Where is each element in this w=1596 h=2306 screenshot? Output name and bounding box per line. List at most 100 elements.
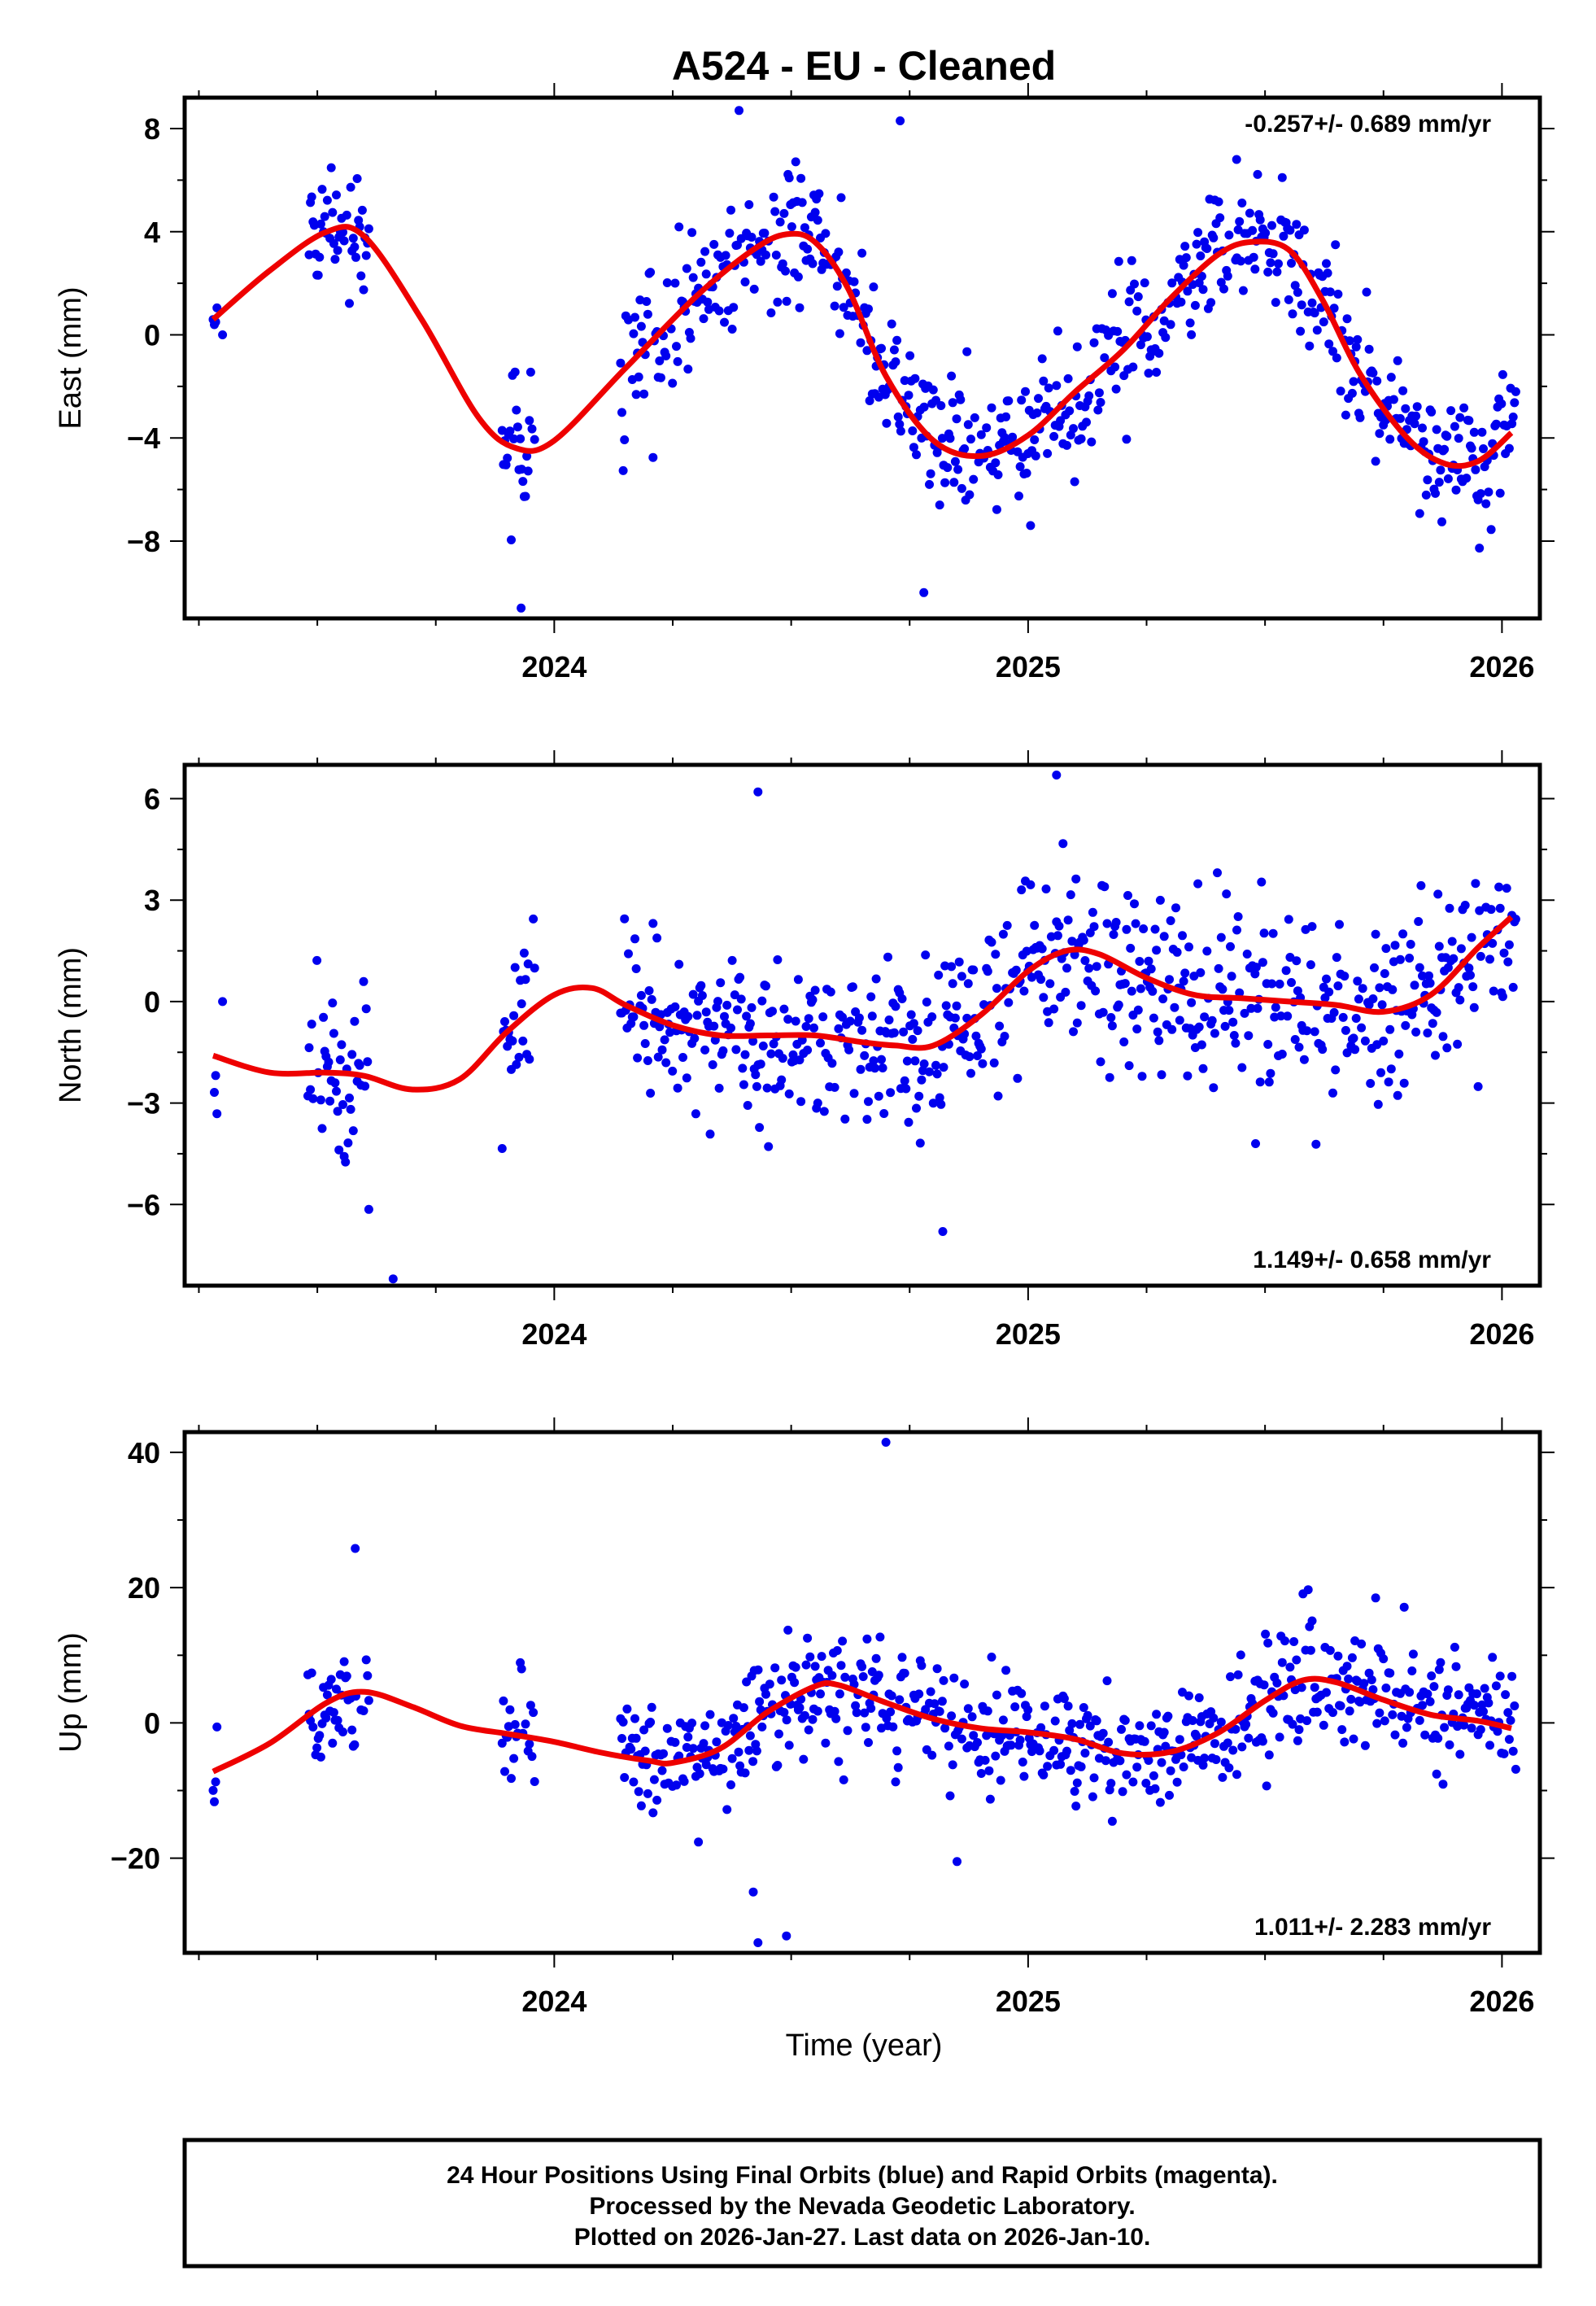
data-point [1224,230,1234,240]
data-point [796,1097,806,1107]
data-point [947,962,957,972]
data-point [509,1011,519,1020]
data-point [646,268,656,277]
data-point [1469,427,1479,437]
data-point [1214,963,1223,973]
data-point [1258,1736,1267,1746]
data-point [925,1067,934,1077]
data-point [656,373,665,382]
data-point [1364,1668,1374,1678]
data-point [1284,915,1293,924]
data-point [1401,404,1411,413]
data-point [1333,1651,1343,1661]
data-point [722,1805,732,1815]
data-point [928,1098,938,1108]
data-point [333,1715,342,1725]
data-point [834,247,844,257]
data-point [1446,406,1456,416]
data-point [1395,954,1405,964]
x-tick-label: 2026 [1469,1317,1534,1351]
data-point [512,422,522,432]
data-point [714,1083,724,1093]
data-point [803,1633,813,1643]
data-point [1132,306,1142,316]
data-point [662,1723,672,1733]
data-point [934,970,944,980]
data-point [1484,1698,1494,1708]
data-point [1245,208,1254,218]
data-point [1375,983,1385,993]
data-point [987,1653,996,1662]
data-point [935,500,944,510]
data-point [1511,1764,1520,1774]
data-point [888,1722,898,1732]
data-point [808,259,818,269]
data-point [1431,1050,1440,1060]
data-point [1159,1727,1169,1737]
data-point [917,1075,927,1085]
data-point [1283,1011,1293,1021]
x-tick-label: 2024 [521,1985,587,2018]
data-point [1175,1735,1184,1745]
data-point [1306,960,1315,970]
data-point [1268,928,1278,938]
data-point [1196,251,1206,260]
data-point [1345,336,1354,346]
data-point [1353,976,1363,986]
data-point [795,303,805,312]
data-point [810,1662,820,1671]
data-point [1381,1684,1391,1692]
data-point [1056,1759,1066,1769]
data-point [816,1689,825,1699]
data-point [1274,259,1283,269]
data-point [721,251,730,260]
y-tick-label: 20 [128,1571,160,1605]
data-point [1122,924,1132,934]
data-point [790,1678,800,1688]
data-point [908,426,918,435]
data-point [909,443,918,452]
data-point [1322,974,1331,984]
data-point [342,210,351,220]
data-point [1310,1027,1319,1037]
data-point [1328,347,1337,356]
data-point [1133,1005,1143,1015]
data-point [1253,169,1262,179]
data-point [1399,1078,1409,1088]
data-point [1172,947,1182,957]
data-point [1380,1716,1389,1726]
data-point [1035,1746,1044,1756]
data-point [1166,320,1175,330]
data-point [1091,986,1101,996]
data-point [350,242,360,251]
data-point [935,1706,944,1716]
data-point [1135,957,1145,966]
data-point [756,1059,765,1069]
data-point [753,1665,763,1675]
data-point [339,1657,349,1666]
data-point [694,1837,704,1847]
data-point [1107,1021,1117,1031]
data-point [1456,944,1466,954]
data-point [1454,1690,1463,1700]
data-point [1218,1772,1228,1782]
data-point [834,1757,844,1767]
data-point [1183,1071,1193,1081]
data-point [1292,956,1302,966]
data-point [839,1775,848,1784]
data-point [1011,965,1021,975]
data-point [752,1081,761,1091]
data-point [1399,1602,1409,1612]
data-point [1504,443,1514,453]
data-point [1341,410,1350,420]
data-point [1418,971,1427,980]
data-point [1375,429,1385,439]
data-point [1161,333,1171,343]
data-point [943,463,953,473]
data-point [1471,465,1480,474]
data-point [695,1769,704,1779]
data-point [1351,342,1361,352]
data-point [1193,228,1203,238]
data-point [1377,1000,1387,1010]
